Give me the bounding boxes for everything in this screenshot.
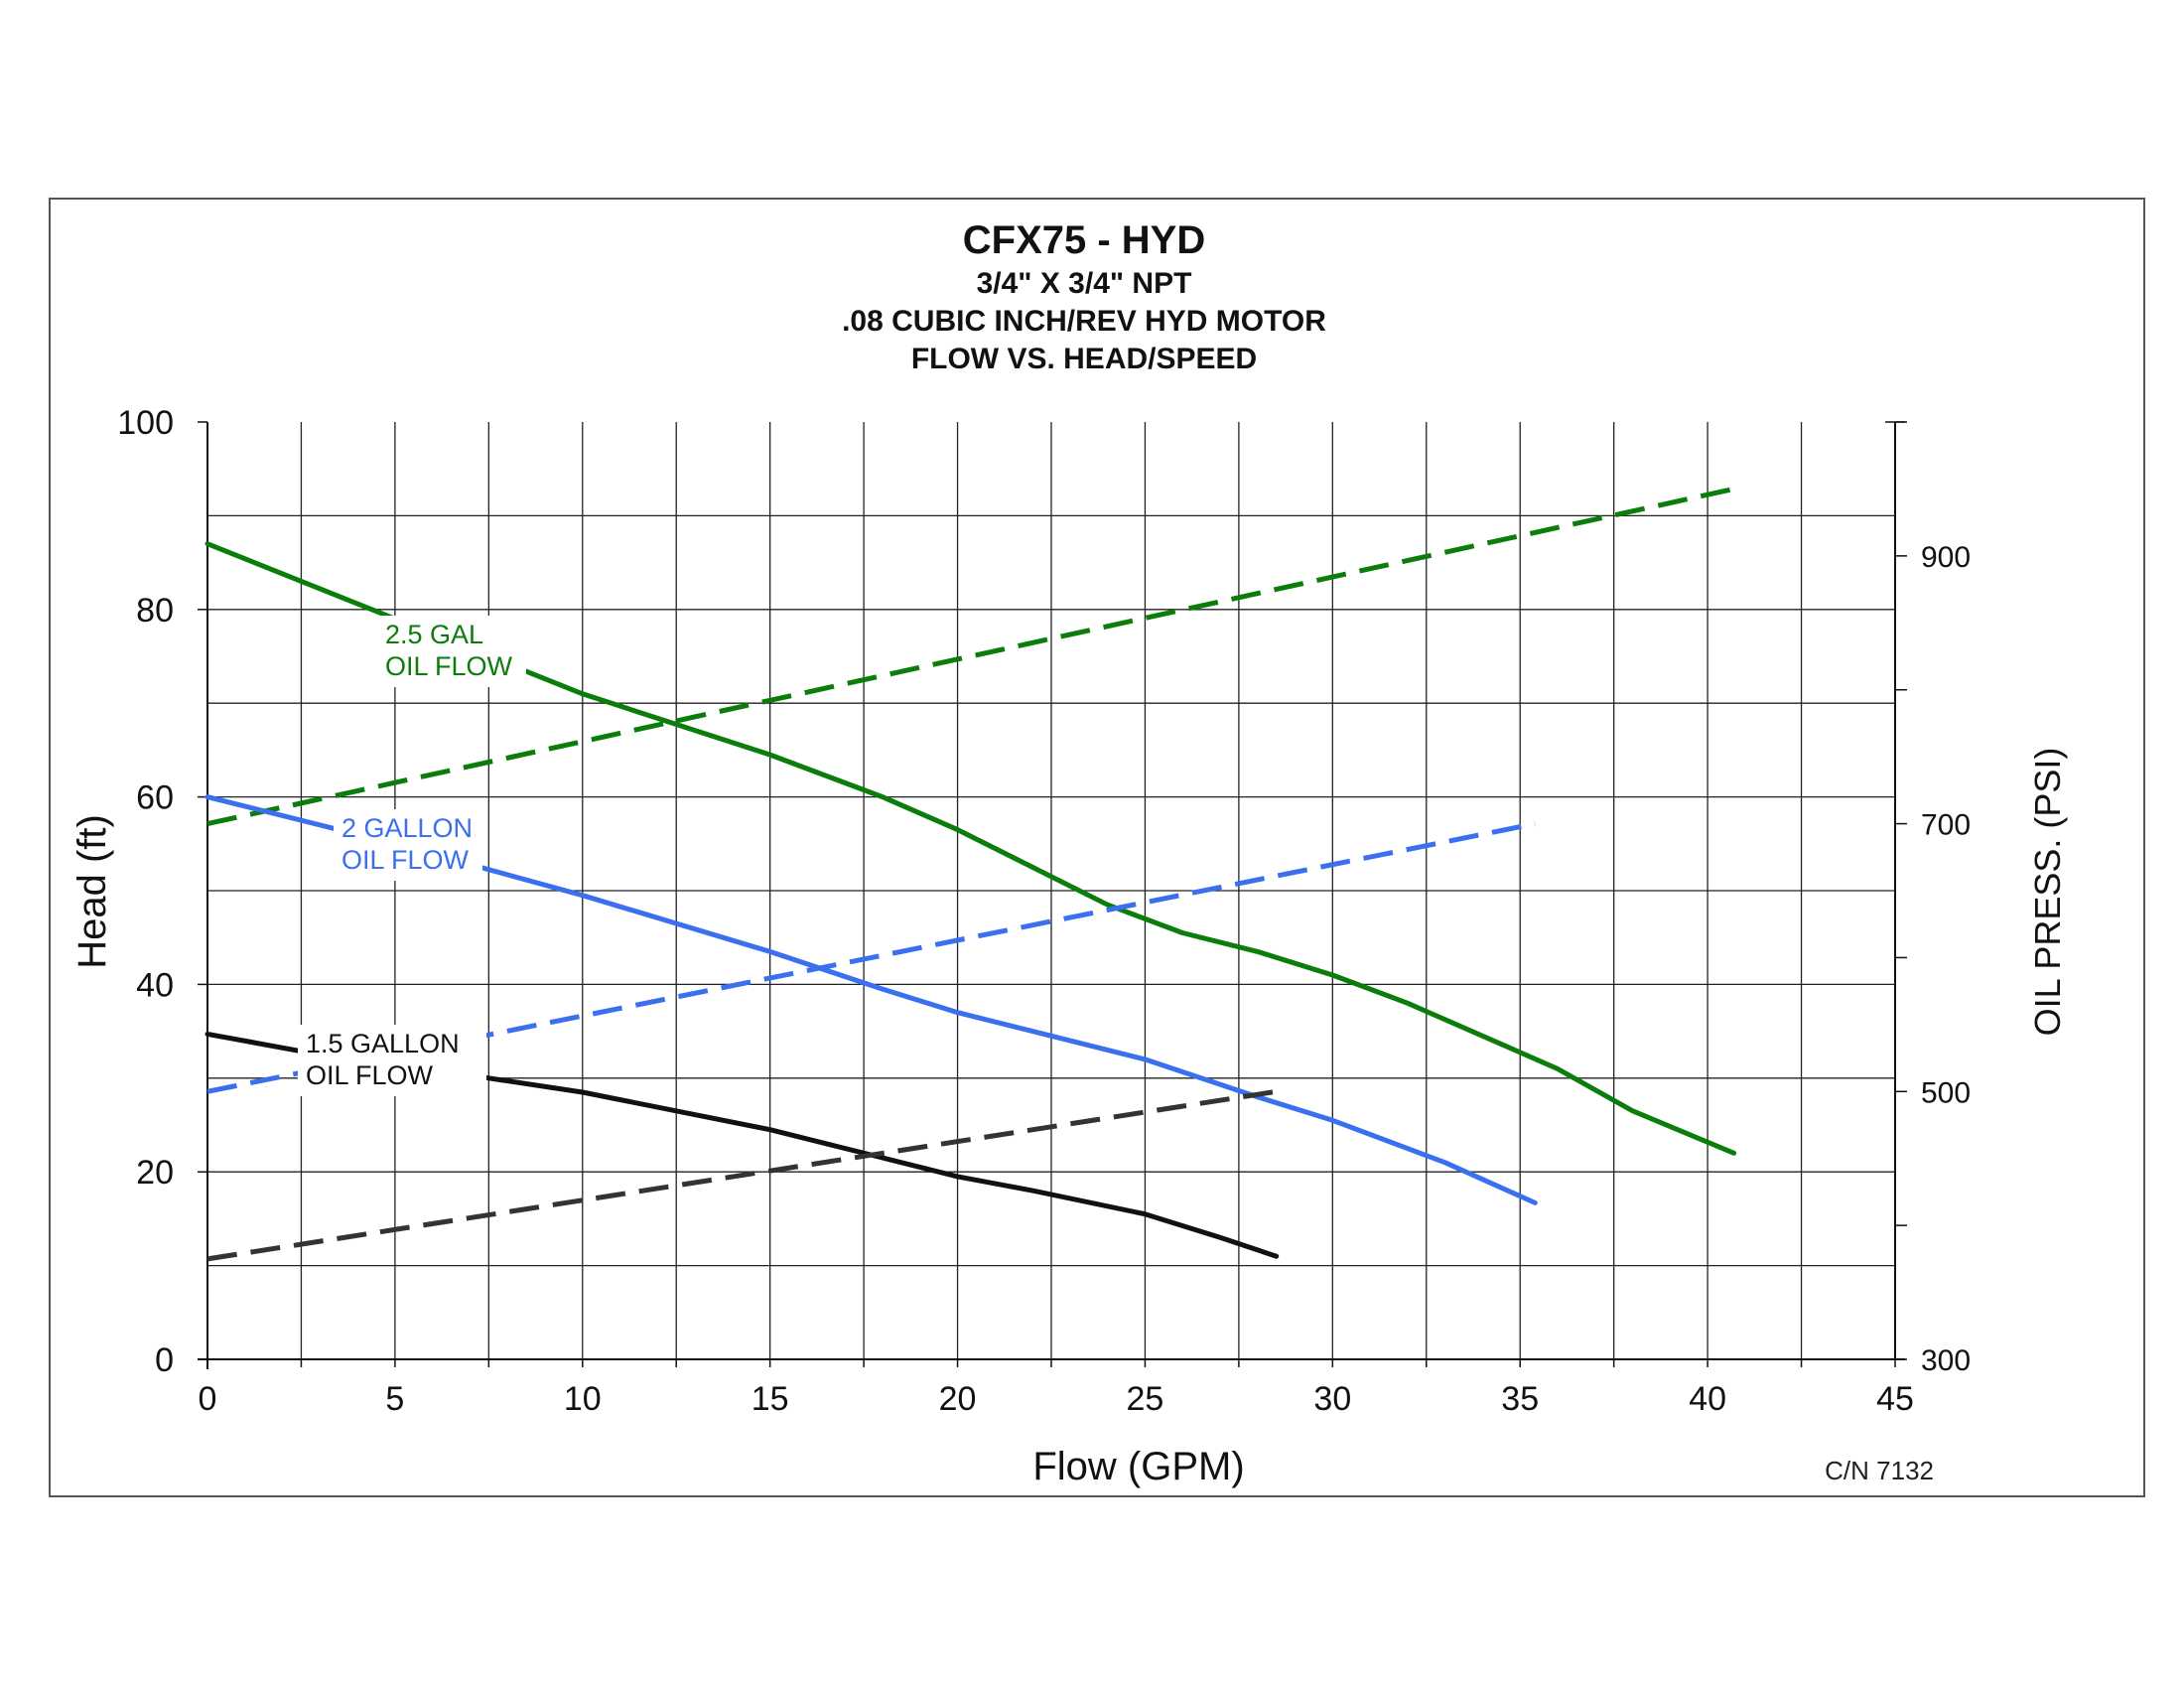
- y2-axis-label: OIL PRESS. (PSI): [2027, 748, 2068, 1037]
- annotation-1-5-gallon: 1.5 GALLON OIL FLOW: [298, 1025, 486, 1096]
- annotation-bg: [298, 1025, 486, 1096]
- x-tick-label: 45: [1876, 1380, 1914, 1418]
- y2-tick-label: 900: [1921, 541, 1971, 574]
- y-tick-label: 100: [117, 404, 174, 442]
- annotation-2-gallon: 2 GALLON OIL FLOW: [334, 809, 482, 881]
- x-tick-label: 35: [1501, 1380, 1539, 1418]
- series-line-2-gallon-oil-flow: [205, 794, 1538, 1205]
- chart-title: CFX75 - HYD: [963, 218, 1206, 262]
- catalog-number: C/N 7132: [1825, 1456, 1934, 1485]
- x-tick-label: 15: [751, 1380, 789, 1418]
- y2-tick-label: 500: [1921, 1076, 1971, 1109]
- annotation-bg: [334, 809, 482, 881]
- y-axis-label: Head (ft): [70, 814, 114, 969]
- axes: [198, 421, 1907, 1369]
- x-axis-label: Flow (GPM): [1032, 1445, 1244, 1488]
- annotation-2-gallon-line1: 2 GALLON: [341, 813, 473, 843]
- annotation-2-gallon-line2: OIL FLOW: [341, 845, 470, 875]
- x-tick-label: 20: [939, 1380, 977, 1418]
- y2-tick-label: 300: [1921, 1344, 1971, 1377]
- y-tick-label: 60: [136, 779, 174, 817]
- y-tick-label: 0: [155, 1341, 174, 1379]
- annotation-2-5-gal-line1: 2.5 GAL: [385, 620, 483, 649]
- annotation-2-5-gal: 2.5 GAL OIL FLOW: [377, 616, 526, 687]
- chart-subtitle-3: FLOW VS. HEAD/SPEED: [911, 343, 1257, 375]
- series-line-1-5-gallon-oil-press: [206, 1088, 1278, 1262]
- series-line-2-5-gal-oil-flow: [205, 541, 1737, 1156]
- x-tick-label: 25: [1127, 1380, 1164, 1418]
- annotation-1-5-gallon-line2: OIL FLOW: [306, 1060, 434, 1090]
- y-tick-label: 20: [136, 1154, 174, 1192]
- x-tick-label: 40: [1689, 1380, 1726, 1418]
- y2-tick-label: 700: [1921, 809, 1971, 842]
- x-tick-label: 0: [199, 1380, 217, 1418]
- tick-labels: 0 5 10 15 20 25 30 35 40 45 0 20 40 60 80 100 300 500 700 9…: [117, 404, 1971, 1418]
- y-tick-label: 80: [136, 592, 174, 630]
- annotation-bg: [377, 616, 526, 687]
- x-tick-label: 5: [385, 1380, 404, 1418]
- y-tick-label: 40: [136, 966, 174, 1004]
- x-tick-label: 10: [564, 1380, 602, 1418]
- chart-subtitle-1: 3/4" X 3/4" NPT: [977, 267, 1192, 300]
- annotation-2-5-gal-line2: OIL FLOW: [385, 651, 513, 681]
- annotation-1-5-gallon-line1: 1.5 GALLON: [306, 1029, 460, 1058]
- chart-subtitle-2: .08 CUBIC INCH/REV HYD MOTOR: [842, 305, 1326, 338]
- x-tick-label: 30: [1313, 1380, 1351, 1418]
